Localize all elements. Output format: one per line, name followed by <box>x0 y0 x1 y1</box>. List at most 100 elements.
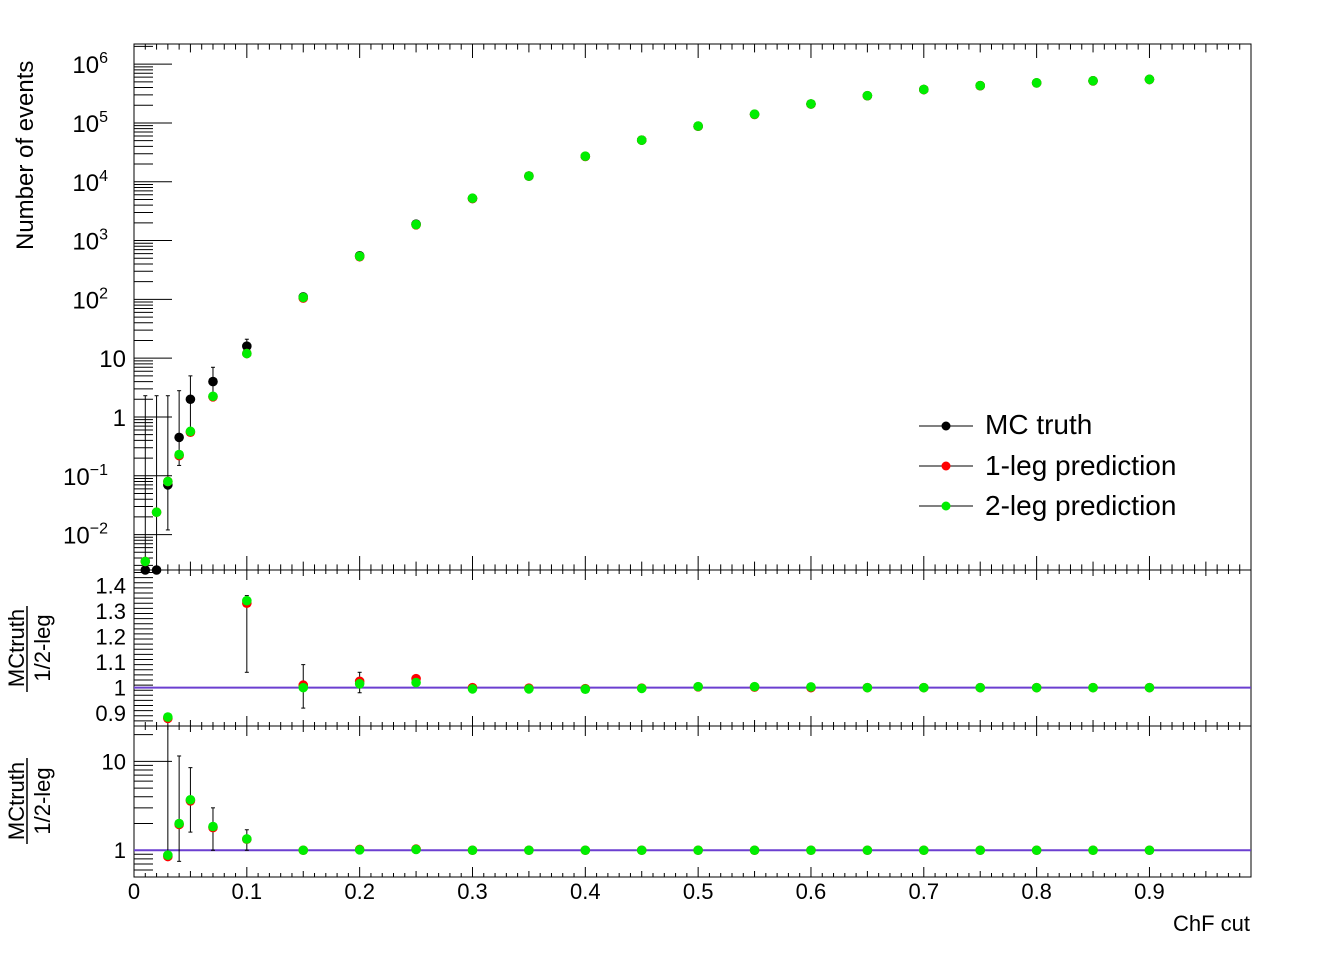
point-2-leg <box>862 845 873 856</box>
x-tick-label: 0.1 <box>232 879 263 904</box>
point-2-leg <box>163 712 173 722</box>
point-2-leg-prediction <box>298 292 309 303</box>
x-tick-label: 0.4 <box>570 879 601 904</box>
y-tick-label: 10 <box>99 346 126 373</box>
y-tick-label: 102 <box>72 285 108 314</box>
ratio2-y-label-numerator: MCtruth <box>4 762 29 840</box>
point-2-leg <box>1144 845 1155 856</box>
point-2-leg <box>174 818 184 829</box>
x-tick-label: 0.5 <box>683 879 714 904</box>
x-tick-label: 0.3 <box>457 879 488 904</box>
x-tick-label: 0 <box>128 879 140 904</box>
point-2-leg <box>1144 682 1155 693</box>
point-mc-truth <box>174 432 184 443</box>
main-y-axis-label: Number of events <box>12 61 39 250</box>
point-2-leg <box>185 794 196 805</box>
point-2-leg-prediction <box>185 426 196 437</box>
point-2-leg <box>975 682 986 693</box>
point-2-leg <box>354 679 365 689</box>
point-2-leg-prediction <box>467 193 478 204</box>
legend-entry-1-leg: 1-leg prediction <box>919 450 1176 481</box>
point-2-leg <box>749 845 760 856</box>
point-2-leg-prediction <box>140 556 151 567</box>
point-2-leg <box>749 681 760 692</box>
point-2-leg-prediction <box>151 507 162 518</box>
point-2-leg-prediction <box>208 391 218 402</box>
point-2-leg <box>580 684 591 694</box>
point-2-leg <box>524 684 534 694</box>
legend: MC truth 1-leg prediction 2-leg predicti… <box>919 409 1176 521</box>
point-2-leg <box>1088 845 1098 856</box>
point-2-leg <box>411 677 421 688</box>
y-tick-exponent: −1 <box>90 462 108 479</box>
y-tick-exponent: 2 <box>99 285 108 302</box>
point-2-leg <box>354 845 365 855</box>
y-tick-label: 1.3 <box>95 599 126 624</box>
point-2-leg <box>580 845 591 856</box>
ratio2-y-axis-label: MCtruth 1/2-leg <box>4 758 55 844</box>
point-2-leg-prediction <box>174 449 184 460</box>
point-2-leg <box>298 845 309 856</box>
ratio-panel-log: 1 10 0 0.1 0.2 0.3 0.4 0.5 0.6 0.7 0.8 0.9 <box>102 725 1252 904</box>
legend-label-1-leg: 1-leg prediction <box>985 450 1176 481</box>
point-mc-truth <box>242 341 252 351</box>
point-2-leg-prediction <box>1031 78 1042 88</box>
point-2-leg <box>524 845 534 856</box>
point-2-leg-prediction <box>975 80 986 91</box>
point-2-leg <box>1088 682 1098 693</box>
legend-label-2-leg: 2-leg prediction <box>985 490 1176 521</box>
legend-entry-mc-truth: MC truth <box>919 409 1092 440</box>
point-2-leg <box>1031 682 1042 693</box>
point-2-leg-prediction <box>354 251 365 262</box>
ratio2-y-label-denominator: 1/2-leg <box>30 767 55 834</box>
panel-r2-frame <box>133 725 1252 878</box>
point-2-leg-prediction <box>693 121 703 131</box>
point-2-leg <box>1031 845 1042 856</box>
point-2-leg <box>163 850 173 860</box>
point-2-leg <box>975 845 986 856</box>
point-2-leg <box>411 844 421 855</box>
point-2-leg <box>862 682 873 693</box>
legend-entry-2-leg: 2-leg prediction <box>919 490 1176 521</box>
y-tick-label: 10−2 <box>63 521 108 550</box>
x-tick-label: 0.8 <box>1021 879 1052 904</box>
point-2-leg <box>467 845 478 856</box>
y-tick-label: 103 <box>72 227 108 256</box>
point-2-leg <box>806 845 816 856</box>
point-2-leg-prediction <box>524 171 534 181</box>
point-2-leg <box>208 821 218 832</box>
ratio-panel-linear: 0.911.11.21.31.4 <box>95 569 1252 727</box>
y-tick-label: 106 <box>72 50 108 79</box>
y-tick-label: 0.9 <box>95 701 126 726</box>
y-tick-label: 1.4 <box>95 573 126 598</box>
point-2-leg-prediction <box>918 84 929 95</box>
panel-r1-frame <box>133 569 1252 727</box>
point-2-leg <box>636 683 647 694</box>
point-2-leg-prediction <box>1088 75 1098 86</box>
point-2-leg <box>693 845 703 856</box>
ratio1-y-axis-label: MCtruth 1/2-leg <box>4 606 55 692</box>
y-tick-label: 10 <box>102 749 126 774</box>
point-mc-truth <box>208 376 218 387</box>
point-2-leg <box>242 834 252 844</box>
y-tick-exponent: 4 <box>99 168 108 185</box>
y-tick-label: 1 <box>114 838 126 863</box>
y-tick-exponent: 6 <box>99 50 108 67</box>
x-tick-label: 0.2 <box>344 879 375 904</box>
y-tick-exponent: −2 <box>90 521 108 538</box>
y-tick-label: 104 <box>72 168 108 197</box>
point-2-leg <box>918 845 929 856</box>
point-2-leg <box>693 681 703 692</box>
point-2-leg <box>918 682 929 693</box>
point-2-leg-prediction <box>163 476 173 487</box>
point-2-leg-prediction <box>242 348 252 359</box>
point-2-leg <box>298 682 309 693</box>
y-tick-label: 1.2 <box>95 624 126 649</box>
point-mc-truth <box>185 394 196 405</box>
y-tick-label: 105 <box>72 109 108 138</box>
ratio1-y-label-numerator: MCtruth <box>4 609 29 687</box>
point-2-leg <box>636 845 647 856</box>
point-2-leg <box>242 595 252 606</box>
y-tick-label: 10−1 <box>63 462 108 491</box>
